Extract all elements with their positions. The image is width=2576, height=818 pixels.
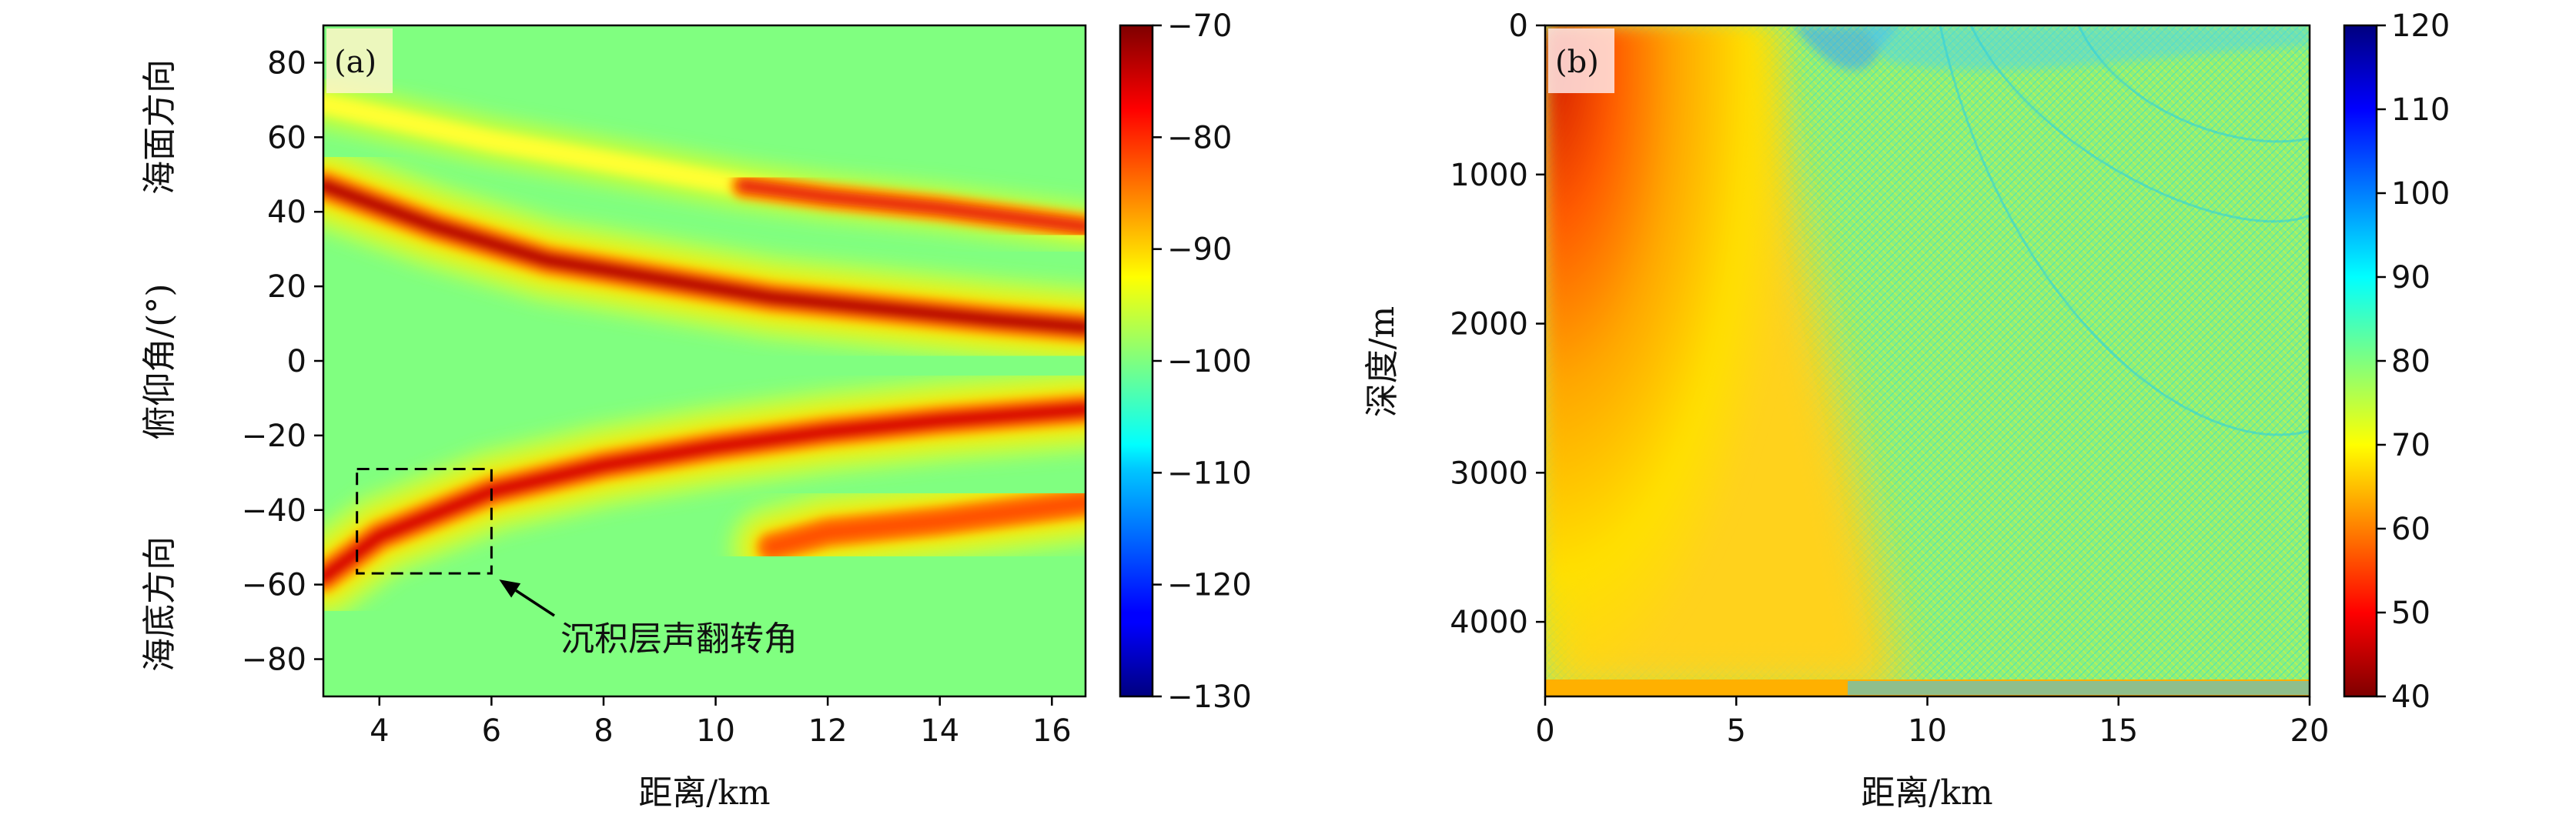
panel-b-x-tick-label: 10 [1908,713,1947,749]
panel-a-y-tick-label: 80 [267,45,306,81]
panel-b-y-tick-label: 3000 [1450,456,1528,491]
panel-a-y-tick-label: −20 [242,419,306,454]
panel-a-y-tick-label: 0 [287,344,306,379]
panel-b-colorbar-tick-label: 60 [2391,512,2430,547]
panel-b-colorbar-tick-label: 90 [2391,260,2430,295]
panel-a-y-label-bottom: 海底方向 [140,536,179,672]
panel-b-colorbar-tick-label: 100 [2391,176,2450,212]
panel-b-colorbar-tick-label: 50 [2391,596,2430,631]
panel-b-y-tick-label: 2000 [1450,307,1528,342]
ridge-upper-secondary-core [738,179,1086,233]
panel-b-label-text: (b) [1555,45,1599,80]
panel-a-y-tick-label: 20 [267,269,306,305]
panel-a-y-tick-label: 40 [267,195,306,230]
panel-a-x-tick-label: 12 [808,713,848,749]
panel-b: (b) 0 5 10 15 20 0 1000 2000 3000 4000 距离/km 深度/… [1363,8,2450,813]
panel-a-x-tick-label: 8 [594,713,613,749]
panel-b-y-tick-label: 4000 [1450,605,1528,640]
panel-a-x-tick-label: 16 [1032,713,1072,749]
panel-b-plot-area [1545,25,2310,696]
panel-a-plot-area [323,25,1086,696]
panel-b-x-ticks: 0 5 10 15 20 [1535,696,2329,749]
panel-a-colorbar-bar [1119,24,1154,698]
panel-b-x-tick-label: 5 [1727,713,1746,749]
panel-a-x-tick-label: 14 [920,713,959,749]
panel-a-colorbar-tick-label: −100 [1167,344,1252,379]
panel-a-y-label-top: 海面方向 [140,59,179,195]
panel-a-y-tick-label: −60 [242,568,306,603]
panel-a-label: (a) [326,28,393,93]
panel-a-x-tick-label: 4 [370,713,389,749]
ridge-lower-main-core [323,403,1086,583]
panel-a: (a) 沉积层声翻转角 4 6 8 10 12 14 16 80 60 40 20 0 −20 −40 −… [140,8,1252,813]
panel-b-x-tick-label: 0 [1535,713,1554,749]
panel-b-y-tick-label: 1000 [1450,158,1528,193]
panel-b-x-tick-label: 15 [2099,713,2138,749]
panel-b-y-ticks: 0 1000 2000 3000 4000 [1450,8,1545,640]
annotation-box [356,467,493,575]
panel-a-annotation: 沉积层声翻转角 [356,467,798,659]
panel-a-colorbar-tick-label: −110 [1167,456,1252,491]
panel-b-curves [1939,25,2310,436]
panel-a-label-box [326,28,393,93]
panel-b-cyan-top [1863,25,2310,70]
panel-a-colorbar-tick-label: −130 [1167,679,1252,715]
panel-b-bottom-band-cyan [1848,681,2310,695]
panel-a-colorbar-tick-label: −70 [1167,8,1232,44]
panel-b-y-label: 深度/m [1363,306,1402,418]
panel-a-colorbar: −70 −80 −90 −100 −110 −120 −130 [1119,8,1252,715]
annotation-arrow-line [515,589,555,617]
panel-b-label: (b) [1548,28,1614,93]
panel-a-colorbar-tick-label: −120 [1167,568,1252,603]
panel-b-hot-core [1545,25,1807,696]
annotation-arrow-head [499,579,521,598]
panel-a-y-tick-label: 60 [267,120,306,155]
panel-b-colorbar-ticks: 120 110 100 90 80 70 60 50 40 [2377,8,2450,715]
panel-b-colorbar-tick-label: 120 [2391,8,2450,44]
panel-b-x-label: 距离/km [1861,773,1992,813]
panel-b-colorbar-tick-label: 70 [2391,428,2430,463]
panel-a-x-label: 距离/km [638,773,770,813]
panel-a-colorbar-tick-label: −90 [1167,232,1232,268]
panel-b-colorbar-tick-label: 40 [2391,679,2430,715]
ridge-upper-main-core [323,179,1086,334]
panel-b-colorbar-tick-label: 80 [2391,344,2430,379]
panel-b-x-tick-label: 20 [2290,713,2330,749]
panel-b-label-box [1548,28,1614,93]
panel-a-y-ticks: 80 60 40 20 0 −20 −40 −60 −80 [242,45,323,678]
panel-b-colorbar: 120 110 100 90 80 70 60 50 40 [2343,8,2450,715]
panel-a-y-tick-label: −80 [242,643,306,678]
panel-b-colorbar-tick-label: 110 [2391,92,2450,128]
panel-a-ridges [323,80,1086,619]
panel-b-y-tick-label: 0 [1509,8,1528,44]
panel-a-colorbar-tick-label: −80 [1167,120,1232,155]
annotation-text: 沉积层声翻转角 [560,619,798,659]
panel-a-x-ticks: 4 6 8 10 12 14 16 [370,696,1072,749]
panel-a-y-tick-label: −40 [242,493,306,529]
panel-a-colorbar-ticks: −70 −80 −90 −100 −110 −120 −130 [1153,8,1252,715]
panel-a-label-text: (a) [334,45,376,80]
panel-a-y-label: 俯仰角/(°) [140,283,179,439]
panel-a-x-tick-label: 10 [696,713,735,749]
panel-a-x-tick-label: 6 [482,713,501,749]
panel-b-colorbar-bar [2343,24,2378,698]
ridge-lower-secondary-core [765,496,1086,554]
